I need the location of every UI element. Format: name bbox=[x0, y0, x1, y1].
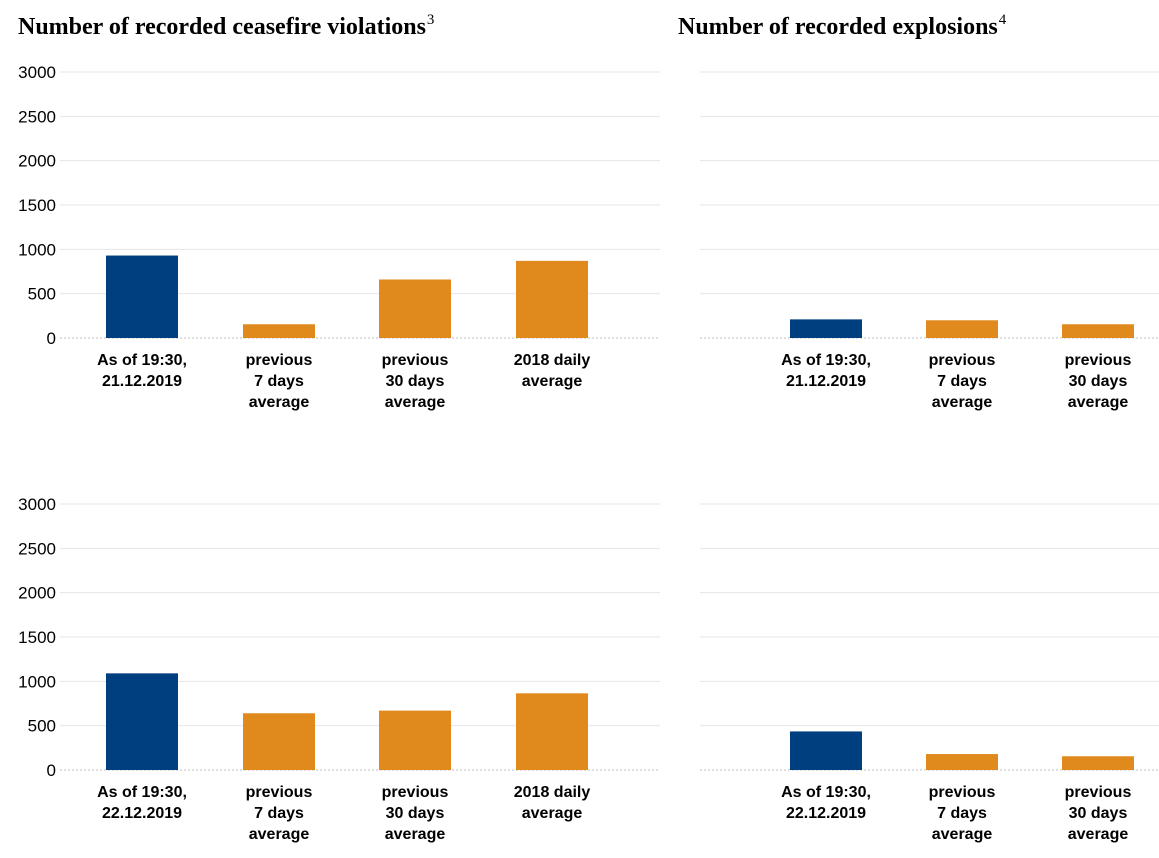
y-tick-label: 0 bbox=[47, 329, 56, 348]
category-label: previous bbox=[382, 784, 449, 801]
category-label: average bbox=[522, 373, 583, 390]
chart-title-ceasefire-text: Number of recorded ceasefire violations bbox=[18, 14, 426, 40]
bar-average bbox=[1062, 324, 1134, 338]
y-tick-label: 1500 bbox=[18, 196, 56, 215]
y-tick-label: 500 bbox=[28, 717, 56, 736]
category-label: average bbox=[249, 394, 310, 411]
bar-current bbox=[790, 731, 862, 770]
chart-title-ceasefire-violations: Number of recorded ceasefire violations3 bbox=[18, 12, 434, 41]
category-label: As of 19:30, bbox=[97, 352, 187, 369]
y-tick-label: 1000 bbox=[18, 240, 56, 259]
category-label: previous bbox=[1065, 784, 1132, 801]
category-label: 7 days bbox=[937, 805, 987, 822]
bar-average bbox=[1062, 756, 1134, 770]
y-tick-label: 2500 bbox=[18, 107, 56, 126]
category-label: 30 days bbox=[1069, 373, 1128, 390]
bar-average bbox=[243, 713, 315, 770]
bar-average bbox=[516, 260, 588, 338]
category-label: 22.12.2019 bbox=[102, 805, 182, 822]
y-tick-label: 2000 bbox=[18, 584, 56, 603]
y-tick-label: 1500 bbox=[18, 628, 56, 647]
category-label: 30 days bbox=[1069, 805, 1128, 822]
y-tick-label: 3000 bbox=[18, 495, 56, 514]
y-tick-label: 3000 bbox=[18, 63, 56, 82]
category-label: As of 19:30, bbox=[97, 784, 187, 801]
category-label: previous bbox=[929, 352, 996, 369]
bar-average bbox=[379, 279, 451, 338]
category-label: average bbox=[249, 826, 310, 843]
category-label: 21.12.2019 bbox=[786, 373, 866, 390]
category-label: 30 days bbox=[386, 805, 445, 822]
category-label: 7 days bbox=[254, 373, 304, 390]
y-tick-label: 2000 bbox=[18, 152, 56, 171]
category-label: 7 days bbox=[937, 373, 987, 390]
category-label: 2018 daily bbox=[514, 784, 591, 801]
category-label: previous bbox=[929, 784, 996, 801]
y-tick-label: 1000 bbox=[18, 672, 56, 691]
y-tick-label: 2500 bbox=[18, 539, 56, 558]
category-label: 7 days bbox=[254, 805, 304, 822]
category-label: previous bbox=[1065, 352, 1132, 369]
category-label: previous bbox=[382, 352, 449, 369]
category-label: average bbox=[932, 394, 993, 411]
category-label: average bbox=[1068, 394, 1129, 411]
category-label: average bbox=[932, 826, 993, 843]
bar-average bbox=[379, 710, 451, 770]
bar-current bbox=[106, 673, 178, 770]
footnote-marker-4: 4 bbox=[998, 12, 1007, 28]
footnote-marker-3: 3 bbox=[426, 12, 435, 28]
category-label: average bbox=[385, 394, 446, 411]
bar-average bbox=[243, 324, 315, 338]
category-label: 22.12.2019 bbox=[786, 805, 866, 822]
bar-current bbox=[790, 319, 862, 338]
category-label: previous bbox=[246, 784, 313, 801]
category-label: average bbox=[522, 805, 583, 822]
category-label: As of 19:30, bbox=[781, 352, 871, 369]
category-label: average bbox=[385, 826, 446, 843]
y-tick-label: 500 bbox=[28, 285, 56, 304]
category-label: 2018 daily bbox=[514, 352, 591, 369]
category-label: average bbox=[1068, 826, 1129, 843]
category-label: previous bbox=[246, 352, 313, 369]
bar-average bbox=[926, 754, 998, 770]
bar-average bbox=[516, 693, 588, 770]
category-label: As of 19:30, bbox=[781, 784, 871, 801]
chart-title-explosions-text: Number of recorded explosions bbox=[678, 14, 998, 40]
category-label: 30 days bbox=[386, 373, 445, 390]
bar-average bbox=[926, 320, 998, 338]
category-label: 21.12.2019 bbox=[102, 373, 182, 390]
y-tick-label: 0 bbox=[47, 761, 56, 780]
chart-title-explosions: Number of recorded explosions4 bbox=[678, 12, 1006, 41]
bar-current bbox=[106, 255, 178, 338]
